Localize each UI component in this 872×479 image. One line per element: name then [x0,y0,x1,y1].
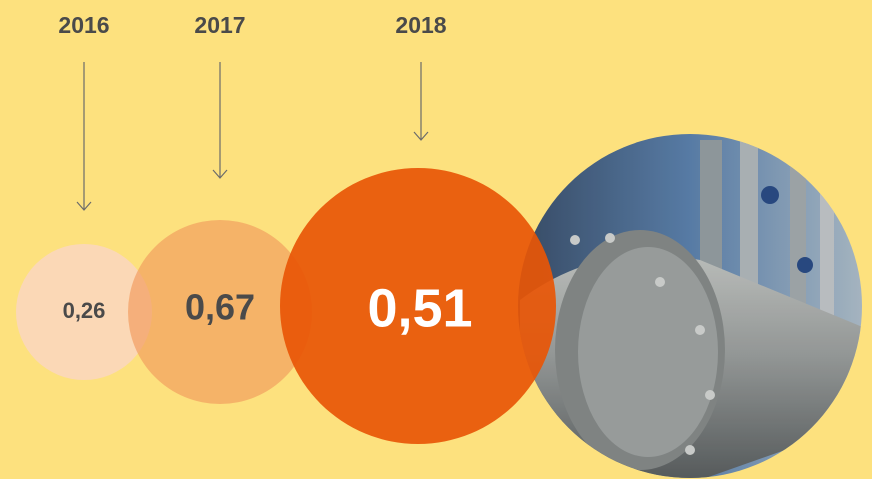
infographic: 2016 2017 2018 0,26 0,67 0,51 [0,0,872,479]
value-label: 0,26 [63,298,106,323]
value-label: 0,67 [185,287,255,328]
year-label: 2018 [395,12,446,38]
page: 2016 2017 2018 0,26 0,67 0,51 (() => { c… [0,0,872,479]
year-label: 2017 [194,12,245,38]
year-label: 2016 [58,12,109,38]
photo [510,130,872,479]
value-label: 0,51 [367,278,472,338]
